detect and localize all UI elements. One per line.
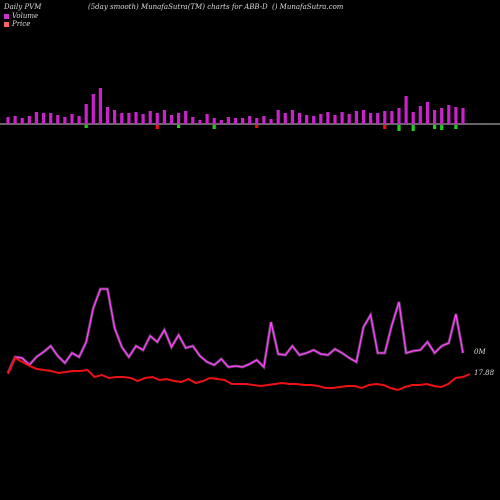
volume-bar-up [127, 113, 131, 124]
header-left: Daily PVM [4, 3, 42, 11]
volume-bar-up [276, 110, 280, 124]
volume-bar-up [191, 117, 195, 124]
volume-bar-up [347, 114, 351, 124]
volume-bar-up [454, 107, 458, 124]
volume-bar-up [219, 120, 223, 124]
volume-bar-down [84, 125, 88, 128]
volume-bar-up [397, 108, 401, 124]
volume-bar-up [297, 113, 302, 124]
volume-bar-up [433, 110, 437, 124]
volume-bar-up [63, 117, 67, 124]
volume-bar-down [397, 125, 401, 131]
volume-bar-down [255, 125, 259, 128]
volume-bar-up [340, 112, 344, 124]
volume-bar-up [177, 113, 181, 124]
volume-bar-up [383, 111, 387, 124]
volume-bar-up [312, 116, 316, 124]
volume-bar-up [376, 113, 380, 124]
volume-bar-up [41, 113, 46, 124]
volume-bar-up [56, 115, 60, 124]
volume-bar-up [184, 111, 188, 124]
volume-bar-down [433, 125, 437, 129]
volume-bar-up [198, 120, 202, 124]
volume-bar-down [411, 125, 415, 131]
volume-bar-up [120, 113, 124, 124]
volume-bar-up [105, 107, 110, 124]
header-right: () MunafaSutra.com [272, 3, 344, 11]
volume-bar-down [383, 125, 387, 129]
volume-bar-down [440, 125, 444, 130]
volume-bar-up [91, 94, 95, 124]
volume-bar-up [440, 108, 444, 124]
volume-bar-up [226, 117, 230, 124]
legend-price-label: Price [12, 20, 31, 28]
legend-price-swatch [4, 21, 9, 27]
volume-bar-up [169, 115, 174, 124]
volume-bar-up [34, 112, 38, 124]
volume-bar-up [418, 106, 422, 124]
volume-bar-up [134, 112, 138, 124]
volume-value-label: 0M [474, 348, 486, 356]
volume-bar-up [241, 118, 245, 124]
volume-bar-up [77, 116, 81, 124]
volume-bar-up [390, 111, 394, 124]
volume-bar-up [319, 114, 323, 124]
volume-bar-up [84, 104, 88, 124]
volume-bar-up [461, 108, 465, 124]
header-center: (5day smooth) MunafaSutra(TM) charts for… [88, 3, 268, 11]
volume-bar-down [177, 125, 181, 128]
volume-bar-up [155, 113, 159, 124]
legend-price: Price [4, 20, 30, 28]
volume-bar-up [13, 116, 17, 124]
volume-bar-up [425, 102, 430, 124]
volume-bar-up [404, 96, 408, 124]
volume-bar-up [326, 112, 330, 124]
volume-bar-up [283, 113, 287, 124]
volume-bar-up [262, 116, 266, 124]
volume-bar-down [212, 125, 216, 129]
price-value-label: 17.88 [474, 369, 495, 377]
volume-bar-up [20, 118, 24, 124]
volume-bar-up [27, 116, 31, 124]
price-line [7, 356, 471, 392]
volume-bar-up [148, 111, 152, 124]
volume-bar-up [98, 88, 102, 124]
volume-bar-up [290, 110, 294, 124]
volume-bar-up [6, 117, 10, 124]
volume-bar-up [205, 114, 209, 124]
volume-bar-up [113, 110, 117, 124]
volume-bar-up [305, 115, 309, 124]
volume-bar-down [155, 125, 159, 129]
volume-bar-up [369, 113, 373, 124]
volume-line [7, 288, 464, 374]
volume-bar-up [141, 114, 145, 124]
volume-bar-up [255, 118, 259, 124]
volume-bar-up [212, 118, 216, 124]
volume-bar-up [248, 116, 252, 124]
volume-bar-up [361, 110, 366, 124]
volume-bar-up [447, 105, 451, 124]
volume-bar-up [269, 119, 273, 124]
volume-bar-up [411, 112, 415, 124]
legend-volume-swatch [4, 13, 9, 19]
legend-volume: Volume [4, 12, 38, 20]
volume-bar-up [70, 114, 74, 124]
volume-bar-up [354, 111, 358, 124]
legend-volume-label: Volume [12, 12, 39, 20]
volume-bar-up [333, 115, 337, 124]
volume-bar-down [454, 125, 458, 129]
volume-bar-up [49, 113, 53, 124]
volume-bar-up [233, 118, 238, 124]
volume-bars [6, 88, 465, 131]
volume-bar-up [162, 110, 166, 124]
